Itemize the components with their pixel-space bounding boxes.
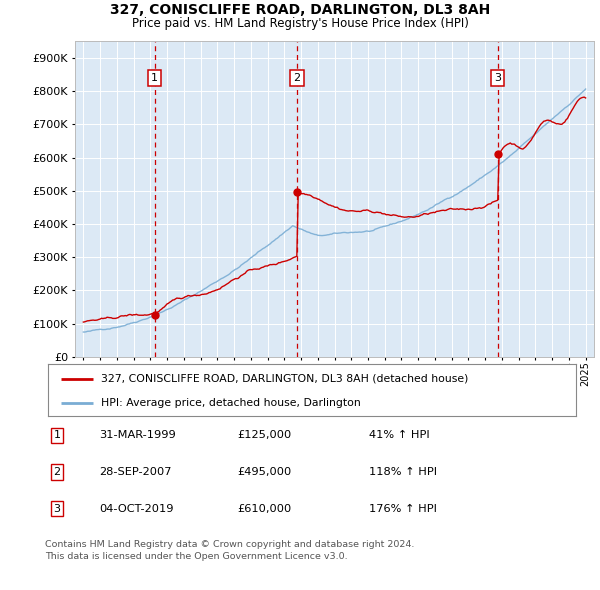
- Text: Price paid vs. HM Land Registry's House Price Index (HPI): Price paid vs. HM Land Registry's House …: [131, 17, 469, 30]
- Text: 2: 2: [293, 73, 301, 83]
- Text: 327, CONISCLIFFE ROAD, DARLINGTON, DL3 8AH: 327, CONISCLIFFE ROAD, DARLINGTON, DL3 8…: [110, 3, 490, 17]
- Text: 176% ↑ HPI: 176% ↑ HPI: [369, 504, 437, 513]
- Text: HPI: Average price, detached house, Darlington: HPI: Average price, detached house, Darl…: [101, 398, 361, 408]
- Text: 1: 1: [151, 73, 158, 83]
- Text: 28-SEP-2007: 28-SEP-2007: [99, 467, 172, 477]
- Text: 04-OCT-2019: 04-OCT-2019: [99, 504, 173, 513]
- Text: 41% ↑ HPI: 41% ↑ HPI: [369, 431, 430, 440]
- Text: £495,000: £495,000: [237, 467, 291, 477]
- Text: 1: 1: [53, 431, 61, 440]
- Text: 327, CONISCLIFFE ROAD, DARLINGTON, DL3 8AH (detached house): 327, CONISCLIFFE ROAD, DARLINGTON, DL3 8…: [101, 373, 468, 384]
- Text: 3: 3: [494, 73, 501, 83]
- Text: 3: 3: [53, 504, 61, 513]
- Text: £610,000: £610,000: [237, 504, 291, 513]
- Text: 2: 2: [53, 467, 61, 477]
- Text: 31-MAR-1999: 31-MAR-1999: [99, 431, 176, 440]
- Text: Contains HM Land Registry data © Crown copyright and database right 2024.
This d: Contains HM Land Registry data © Crown c…: [45, 540, 415, 561]
- Text: 118% ↑ HPI: 118% ↑ HPI: [369, 467, 437, 477]
- Text: £125,000: £125,000: [237, 431, 291, 440]
